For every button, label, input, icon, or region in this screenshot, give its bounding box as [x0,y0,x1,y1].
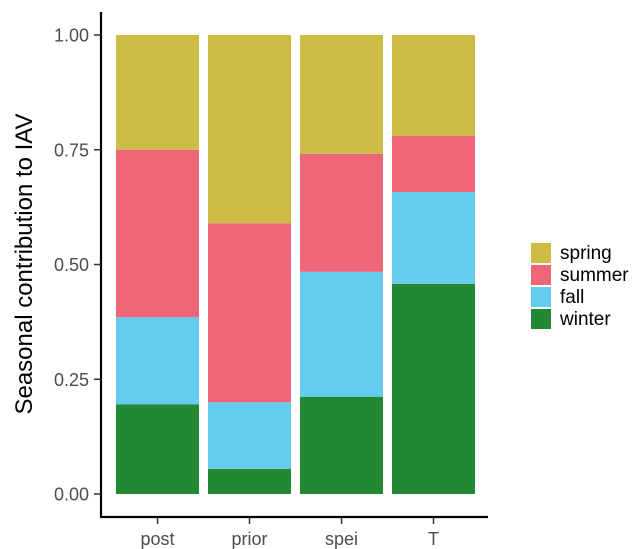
bar-segment-post-fall [116,317,199,405]
bar-segment-post-summer [116,149,199,318]
bar-segment-spei-fall [300,271,383,397]
bar-segment-post-winter [116,404,199,494]
x-tick-label: post [140,529,174,549]
bar-segment-prior-fall [208,402,291,469]
bar-segment-prior-winter [208,468,291,494]
legend-key-fall [531,287,551,307]
bar-segment-spei-spring [300,35,383,154]
bar-segment-T-winter [392,283,475,494]
legend-key-spring [531,243,551,263]
legend-key-winter [531,309,551,329]
bar-segment-T-spring [392,35,475,136]
x-tick-label: prior [231,529,267,549]
bar-segment-post-spring [116,35,199,150]
y-ticks-group: 0.00 0.25 0.50 0.75 1.00 [54,26,101,505]
legend-label-fall: fall [560,287,584,308]
legend-label-spring: spring [560,243,612,264]
legend-key-summer [531,265,551,285]
bar-segment-T-summer [392,135,475,192]
bar-segment-prior-spring [208,35,291,224]
bar-segment-prior-summer [208,223,291,403]
bar-segment-T-fall [392,191,475,284]
x-tick-label: T [428,529,439,549]
legend-label-winter: winter [559,309,611,330]
x-tick-label: spei [325,529,358,549]
y-axis-title: Seasonal contribution to IAV [11,113,38,414]
x-ticks-group: post prior spei T [140,518,439,549]
y-tick-label: 0.25 [54,370,89,390]
bar-segment-spei-winter [300,396,383,494]
legend-label-summer: summer [560,265,629,286]
y-tick-label: 0.00 [54,485,89,505]
bars-group [116,35,475,494]
bar-segment-spei-summer [300,153,383,272]
y-tick-label: 0.50 [54,255,89,275]
y-tick-label: 0.75 [54,140,89,160]
y-tick-label: 1.00 [54,26,89,46]
